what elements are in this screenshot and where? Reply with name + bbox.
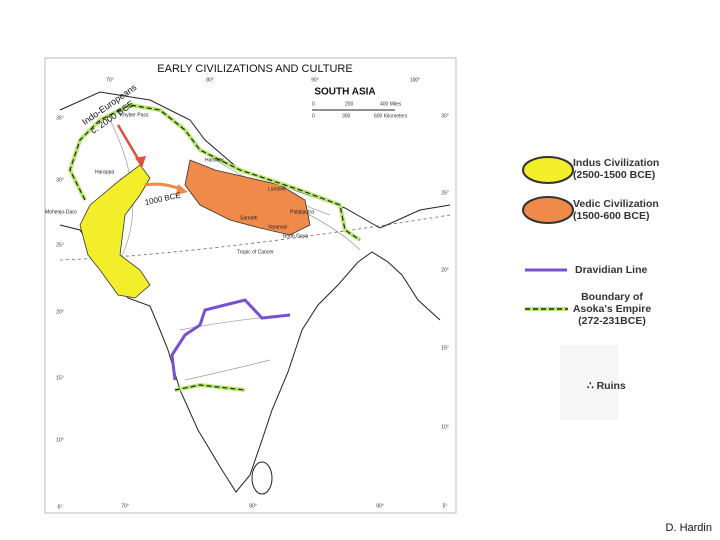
place-label: Mohenjo-Daro — [45, 209, 77, 215]
legend-swatch — [522, 196, 574, 224]
legend-label: Dravidian Line — [575, 264, 648, 276]
graticule-label: 70° — [106, 77, 114, 83]
credit: D. Hardin — [666, 522, 712, 534]
tropic-of-cancer — [59, 214, 451, 261]
place-label: Khyber Pass — [120, 112, 149, 118]
graticule-label: 90° — [311, 77, 319, 83]
graticule-label: 20° — [441, 267, 449, 273]
sri-lanka — [251, 461, 273, 495]
map — [59, 91, 451, 495]
legend-label: (272-231BCE) — [578, 315, 646, 327]
map-title: EARLY CIVILIZATIONS AND CULTURE — [157, 63, 352, 75]
asoka-boundary — [69, 104, 361, 391]
graticule-label: 80° — [249, 503, 257, 509]
legend-text: Indus Civilization(2500-1500 BCE) Vedic C… — [573, 157, 660, 392]
graticule-label: 10° — [441, 424, 449, 430]
graticule-label: 5° — [58, 504, 63, 510]
legend-label: (1500-600 BCE) — [573, 210, 649, 222]
graticule-label: 25° — [56, 242, 64, 248]
graticule-label: 15° — [56, 375, 64, 381]
legend-label: Vedic Civilization — [573, 198, 659, 210]
scale-label: 0 — [312, 113, 315, 119]
legend-swatch — [522, 156, 574, 184]
legend-label: ∴ Ruins — [587, 380, 626, 392]
arrowhead — [176, 184, 188, 195]
scale-label: 300 — [342, 113, 351, 119]
region-label: SOUTH ASIA — [314, 87, 375, 98]
graticule-label: 100° — [410, 77, 420, 83]
graticule-label: 30° — [56, 177, 64, 183]
arrowhead — [135, 156, 146, 168]
scale-label: 200 — [345, 101, 354, 107]
legend-label: (2500-1500 BCE) — [573, 169, 655, 181]
place-label: Sarnath — [240, 215, 258, 221]
place-label: Hardwar — [205, 157, 224, 163]
graticule-label: 70° — [121, 503, 129, 509]
migration-arrow — [116, 124, 142, 163]
place-label: Pataliputra — [290, 209, 314, 215]
place-label: Lumbini — [268, 186, 286, 192]
scale-label: 400 Miles — [380, 101, 402, 107]
indus-civilization — [79, 164, 151, 299]
graticule-label: 20° — [56, 309, 64, 315]
graticule-label: 5° — [443, 503, 448, 509]
legend-label: Boundary of — [581, 291, 643, 303]
legend — [522, 156, 618, 420]
graticule-label: 35° — [56, 115, 64, 121]
dravidian-line — [170, 298, 291, 381]
place-label: Bodh Gaya — [283, 233, 308, 239]
legend-label: Asoka's Empire — [573, 303, 652, 315]
graticule-label: 15° — [441, 345, 449, 351]
place-label: Tropic of Cancer — [237, 249, 274, 255]
graticule: 70° 80° 90° 100° 35° 30° 25° 20° 15° 10° 5° 30° 25° 2… — [56, 77, 449, 510]
graticule-label: 30° — [441, 113, 449, 119]
vedic-civilization — [184, 159, 311, 236]
graticule-label: 10° — [56, 437, 64, 443]
legend-ruins-box — [560, 345, 618, 420]
graticule-label: 25° — [441, 190, 449, 196]
scale-label: 600 Kilometers — [374, 113, 408, 119]
place-label: Varanasi — [268, 224, 287, 230]
place-labels: Khyber Pass Harappa Mohenjo-Daro Hardwar Lum… — [45, 112, 314, 255]
scale-label: 0 — [312, 101, 315, 107]
place-label: Harappa — [95, 169, 114, 175]
graticule-label: 80° — [206, 77, 214, 83]
graticule-label: 90° — [376, 503, 384, 509]
legend-label: Indus Civilization — [573, 157, 659, 169]
scale-bar: 0 200 400 Miles 0 300 600 Kilometers — [312, 101, 408, 119]
